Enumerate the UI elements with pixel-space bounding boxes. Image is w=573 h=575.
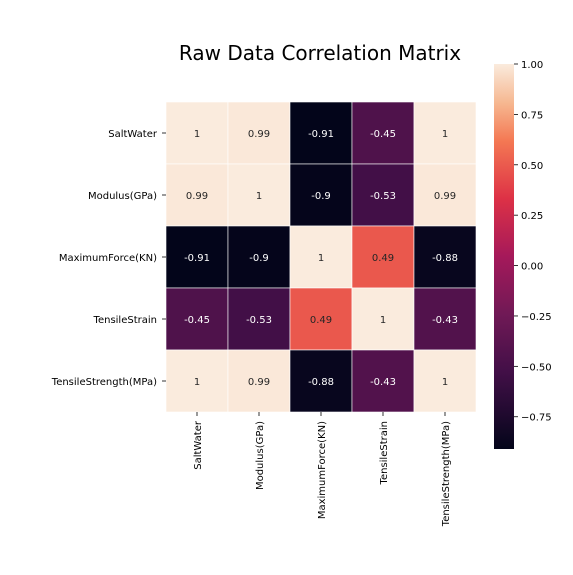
cell-value-label: -0.88 <box>308 377 334 388</box>
cell-value-label: -0.53 <box>246 315 272 326</box>
heatmap-cell <box>227 287 291 351</box>
heatmap-cell <box>351 287 415 351</box>
cell-value-label: 1 <box>380 315 386 326</box>
cell-value-label: -0.45 <box>184 315 210 326</box>
heatmap-cell <box>413 101 477 165</box>
heatmap-cell <box>165 163 229 227</box>
colorbar <box>494 64 514 449</box>
y-tick-label: TensileStrength(MPa) <box>51 377 157 388</box>
heatmap-cell <box>289 163 353 227</box>
y-tick-label: SaltWater <box>108 129 158 140</box>
x-tick-label: TensileStrength(MPa) <box>441 421 452 527</box>
x-tick-label: Modulus(GPa) <box>255 421 266 490</box>
cell-value-label: 0.49 <box>372 253 394 264</box>
heatmap-cell <box>227 225 291 289</box>
heatmap-annotations: 1 0.99 -0.91 -0.45 10.99 1 -0.9 -0.53 0.99-0.91-… <box>184 129 458 388</box>
cell-value-label: -0.43 <box>432 315 458 326</box>
colorbar-tick-label: 0.75 <box>521 110 543 121</box>
colorbar-tick-label: −0.75 <box>521 413 552 424</box>
x-tick-label: SaltWater <box>193 420 204 470</box>
colorbar-tick-label: 0.25 <box>521 211 543 222</box>
heatmap-cell <box>289 225 353 289</box>
cell-value-label: 0.49 <box>310 315 332 326</box>
heatmap-cell <box>227 349 291 413</box>
colorbar-tick-label: 1.00 <box>521 60 543 71</box>
cell-value-label: -0.88 <box>432 253 458 264</box>
heatmap-cell <box>289 101 353 165</box>
colorbar-ticks: 1.00 0.75 0.50 0.25 0.00 −0.25 −0.50 −0.75 <box>514 60 552 424</box>
chart-title: Raw Data Correlation Matrix <box>179 41 461 65</box>
heatmap-cell <box>289 287 353 351</box>
cell-value-label: 0.99 <box>186 191 208 202</box>
heatmap-cell <box>413 349 477 413</box>
cell-value-label: 1 <box>194 377 200 388</box>
x-tick-label: MaximumForce(KN) <box>317 421 328 519</box>
y-tick-label: Modulus(GPa) <box>88 191 157 202</box>
cell-value-label: -0.53 <box>370 191 396 202</box>
y-tick-label: MaximumForce(KN) <box>59 253 157 264</box>
cell-value-label: 1 <box>194 129 200 140</box>
heatmap-cell <box>165 349 229 413</box>
cell-value-label: -0.9 <box>249 253 269 264</box>
cell-value-label: -0.43 <box>370 377 396 388</box>
colorbar-tick-label: 0.00 <box>521 262 543 273</box>
heatmap-cell <box>413 225 477 289</box>
colorbar-tick-label: 0.50 <box>521 161 543 172</box>
heatmap-cell <box>351 225 415 289</box>
y-tick-label: TensileStrain <box>93 315 157 326</box>
y-axis-ticks: SaltWater Modulus(GPa) MaximumForce(KN) Ten… <box>51 129 166 388</box>
x-axis-ticks: SaltWater Modulus(GPa) MaximumForce(KN) Ten… <box>193 412 452 527</box>
cell-value-label: -0.91 <box>184 253 210 264</box>
cell-value-label: 0.99 <box>248 129 270 140</box>
cell-value-label: 0.99 <box>434 191 456 202</box>
heatmap-cell <box>413 163 477 227</box>
cell-value-label: -0.9 <box>311 191 331 202</box>
x-tick-label: TensileStrain <box>379 421 390 485</box>
heatmap-cell <box>351 101 415 165</box>
heatmap-cell <box>289 349 353 413</box>
colorbar-tick-label: −0.50 <box>521 362 552 373</box>
cell-value-label: 1 <box>442 377 448 388</box>
heatmap-cells <box>165 101 477 413</box>
heatmap-cell <box>165 101 229 165</box>
cell-value-label: -0.91 <box>308 129 334 140</box>
heatmap-cell <box>227 101 291 165</box>
cell-value-label: 1 <box>256 191 262 202</box>
cell-value-label: 1 <box>442 129 448 140</box>
cell-value-label: -0.45 <box>370 129 396 140</box>
colorbar-tick-label: −0.25 <box>521 312 552 323</box>
cell-value-label: 0.99 <box>248 377 270 388</box>
cell-value-label: 1 <box>318 253 324 264</box>
heatmap-cell <box>413 287 477 351</box>
